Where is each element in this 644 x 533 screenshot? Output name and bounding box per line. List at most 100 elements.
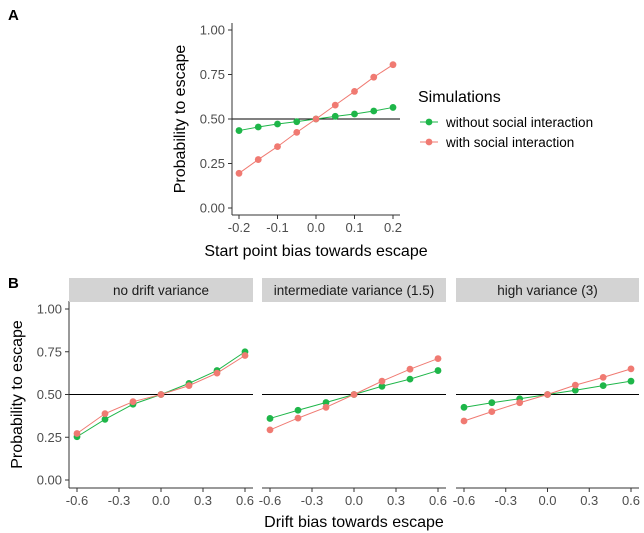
- chart-a-x-tick-label: -0.1: [266, 220, 288, 235]
- chart-b-facet-2-strip-label: intermediate variance (1.5): [274, 283, 435, 298]
- chart-b-facet-3-point-with: [599, 374, 607, 381]
- chart-b-facet-2-strip: [262, 278, 446, 302]
- chart-b-facet-3-x-tick-label: -0.3: [495, 493, 517, 508]
- chart-a-y-tick-label: 0.50: [200, 112, 225, 127]
- chart-b-facet-1-x-tick-label: -0.3: [108, 493, 130, 508]
- chart-a-point-with: [274, 143, 281, 150]
- chart-b-facet-1-y-tick-label: 0.75: [37, 344, 62, 359]
- chart-a-point-without: [274, 120, 281, 128]
- legend-item-without: without social interaction: [420, 115, 593, 130]
- panel-tag-b: B: [8, 275, 19, 292]
- chart-b-facet-2-x-tick-label: 0.3: [387, 493, 405, 508]
- chart-b-facet-1-point-with: [185, 382, 193, 390]
- chart-a-y-tick-label: 0.25: [200, 156, 225, 171]
- chart-b-facet-3-x-tick-label: 0.6: [622, 493, 640, 508]
- chart-b-facet-3-point-with: [544, 391, 551, 398]
- chart-a-point-with: [312, 115, 320, 123]
- chart-a-point-with: [331, 101, 339, 109]
- legend-item-with: with social interaction: [420, 135, 574, 150]
- chart-a-y-tick-label: 0.00: [200, 201, 225, 216]
- legend-label-with: with social interaction: [445, 135, 574, 150]
- chart-a-point-without: [331, 112, 339, 120]
- chart-b-facet-1-strip: [69, 278, 253, 302]
- legend-title: Simulations: [418, 89, 501, 106]
- chart-b-facet-1-y-tick-label: 1.00: [37, 302, 62, 317]
- chart-b-facet-2-point-with: [406, 365, 414, 373]
- chart-b-facet-3-point-without: [599, 382, 607, 390]
- chart-b-facet-3-point-with: [516, 399, 524, 407]
- chart-a-point-with: [235, 169, 243, 177]
- chart-b-facet-2-point-without: [434, 367, 442, 374]
- legend-label-without: without social interaction: [445, 115, 593, 130]
- chart-b-facet-1-x-tick-label: 0.0: [152, 493, 170, 508]
- chart-b-facet-3-x-tick-label: -0.6: [453, 493, 475, 508]
- chart-b-facet-2-point-without: [266, 415, 274, 422]
- chart-a-point-with: [254, 156, 262, 163]
- chart-b-facet-2-point-with: [294, 414, 302, 422]
- chart-b-facet-1-y-tick-label: 0.50: [37, 387, 62, 402]
- chart-b-facet-3-point-without: [571, 386, 579, 394]
- chart-a-y-tick-label: 0.75: [200, 67, 225, 82]
- chart-b-facet-3-point-with: [571, 381, 579, 389]
- chart-a-x-tick-label: 0.2: [384, 220, 402, 235]
- chart-b-facet-3-point-without: [488, 399, 496, 407]
- chart-b-facet-3-strip-label: high variance (3): [497, 283, 598, 298]
- chart-b-facet-1-point-with: [241, 352, 249, 359]
- chart-b-facet-1: -0.6 -0.3 0.0 0.3 0.6 0.00 0.25 0.50 0.75 1.00 no …: [37, 278, 254, 508]
- chart-b-facet-3-point-with: [460, 417, 468, 425]
- chart-b-facet-2-x-tick-label: 0.0: [345, 493, 363, 508]
- chart-b-facet-3: -0.6 -0.3 0.0 0.3 0.6 high variance (3): [453, 278, 640, 508]
- chart-b: -0.6 -0.3 0.0 0.3 0.6 0.00 0.25 0.50 0.75 1.00 no …: [9, 278, 640, 531]
- chart-b-facet-2-point-without: [378, 382, 386, 390]
- chart-b-facet-3-strip: [456, 278, 639, 302]
- chart-b-facet-1-strip-label: no drift variance: [113, 283, 209, 298]
- chart-a-y-tick-label: 1.00: [200, 23, 225, 38]
- chart-a-point-with: [293, 128, 301, 136]
- chart-b-facet-1-point-with: [157, 391, 165, 398]
- chart-b-facet-1-x-tick-label: 0.6: [236, 493, 254, 508]
- chart-b-facet-2-x-tick-label: -0.3: [301, 493, 323, 508]
- chart-b-facet-1-x-tick-label: 0.3: [194, 493, 212, 508]
- chart-b-facet-3-x-tick-label: 0.3: [580, 493, 598, 508]
- chart-b-facet-1-point-with: [101, 410, 109, 418]
- chart-a-point-without: [235, 127, 243, 134]
- chart-b-facet-2-point-with: [434, 355, 442, 362]
- panel-tag-a: A: [8, 7, 19, 24]
- chart-b-facet-3-point-without: [627, 377, 635, 385]
- chart-b-facet-1-y-tick-label: 0.00: [37, 473, 62, 488]
- chart-b-facet-1-point-with: [73, 430, 81, 437]
- chart-a-x-tick-label: -0.2: [228, 220, 250, 235]
- chart-b-facet-2-x-tick-label: -0.6: [259, 493, 281, 508]
- chart-b-x-axis-title: Drift bias towards escape: [264, 514, 444, 531]
- chart-b-facet-2-x-tick-label: 0.6: [429, 493, 447, 508]
- chart-a-point-without: [254, 123, 262, 131]
- chart-a-point-with: [370, 73, 378, 81]
- chart-b-facet-2-point-without: [406, 375, 414, 383]
- chart-a-y-axis-title: Probability to escape: [172, 45, 189, 194]
- chart-b-y-axis-title: Probability to escape: [9, 320, 26, 469]
- chart-b-facet-3-x-tick-label: 0.0: [538, 493, 556, 508]
- chart-b-facet-3-point-without: [460, 403, 468, 411]
- chart-b-facet-2-point-without: [294, 406, 302, 414]
- chart-b-facet-1-point-without: [101, 415, 109, 423]
- chart-b-facet-2-point-with: [322, 403, 330, 411]
- chart-a: -0.2 -0.1 0.0 0.1 0.2 0.00 0.25 0.50 0.75 1.00 Sta…: [172, 23, 428, 261]
- chart-b-facet-1-point-with: [213, 369, 221, 377]
- chart-a-point-without: [389, 104, 397, 111]
- legend-key-point-without: [425, 118, 433, 126]
- chart-b-facet-2-point-with: [266, 426, 274, 434]
- chart-b-facet-2-point-with: [378, 377, 386, 385]
- legend: Simulations without social interaction w…: [418, 89, 593, 150]
- chart-a-point-without: [293, 118, 301, 126]
- chart-b-facet-2-point-with: [350, 391, 358, 398]
- chart-b-facet-3-point-with: [488, 408, 496, 415]
- chart-a-point-with: [389, 61, 397, 69]
- chart-b-facet-2: -0.6 -0.3 0.0 0.3 0.6 intermediate variance (…: [259, 278, 447, 508]
- chart-b-facet-1-x-tick-label: -0.6: [66, 493, 88, 508]
- chart-b-facet-1-y-tick-label: 0.25: [37, 430, 62, 445]
- chart-a-x-axis-title: Start point bias towards escape: [204, 243, 427, 260]
- chart-a-point-without: [370, 107, 378, 115]
- chart-a-x-tick-label: 0.1: [345, 220, 363, 235]
- legend-key-point-with: [425, 138, 433, 146]
